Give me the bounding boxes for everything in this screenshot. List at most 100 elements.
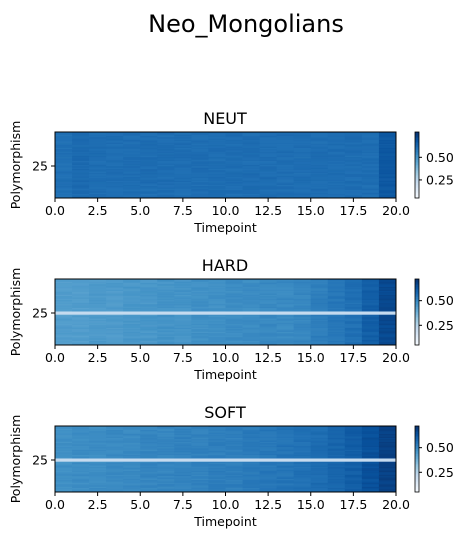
heatmap-cell [140, 145, 158, 147]
heatmap-cell [378, 335, 397, 338]
heatmap-cell [140, 480, 158, 482]
heatmap-cell [89, 153, 107, 155]
heatmap-cell [293, 469, 312, 472]
heatmap-cell [361, 183, 380, 186]
heatmap-cell [89, 338, 107, 341]
heatmap-cell [157, 484, 175, 486]
heatmap-cell [310, 157, 329, 159]
heatmap-cell [225, 282, 243, 285]
heatmap-cell [259, 338, 278, 341]
heatmap-cell [259, 426, 278, 428]
heatmap-cell [327, 284, 346, 286]
heatmap-cell [55, 469, 73, 472]
heatmap-cell [276, 194, 295, 196]
heatmap-cell [191, 317, 209, 319]
heatmap-cell [242, 143, 260, 146]
heatmap-cell [259, 464, 278, 466]
heatmap-cell [208, 142, 226, 145]
heatmap-cell [242, 297, 260, 300]
heatmap-cell [123, 293, 141, 296]
heatmap-cell [327, 149, 346, 151]
heatmap-cell [72, 167, 90, 170]
heatmap-cell [293, 441, 312, 444]
heatmap-cell [106, 180, 124, 183]
heatmap-cell [72, 331, 90, 334]
colorbar-segment [415, 454, 419, 456]
heatmap-cell [55, 445, 73, 448]
heatmap-cell [378, 441, 397, 444]
heatmap-cell [89, 187, 107, 190]
heatmap-cell [327, 170, 346, 172]
heatmap-cell [378, 143, 397, 146]
x-tick-label: 0.0 [45, 203, 65, 218]
heatmap-cell [225, 330, 243, 333]
heatmap-cell [327, 486, 346, 489]
heatmap-cell [259, 486, 278, 489]
heatmap-cell [72, 428, 90, 431]
heatmap-cell [327, 319, 346, 322]
heatmap-cell [344, 327, 363, 330]
heatmap-cell [361, 333, 380, 335]
heatmap-cell [72, 174, 90, 176]
colorbar: 0.250.50 [414, 131, 454, 199]
heatmap-cell [276, 484, 295, 486]
heatmap-cell [225, 449, 243, 452]
heatmap-cell [55, 476, 73, 478]
heatmap-cell [344, 474, 363, 477]
heatmap-cell [55, 141, 73, 143]
heatmap-cell [72, 451, 90, 453]
heatmap-cell [361, 342, 380, 345]
colorbar-segment [415, 293, 419, 296]
heatmap-cell [157, 306, 175, 309]
heatmap-cell [55, 151, 73, 154]
heatmap-cell [327, 472, 346, 474]
heatmap-cell [191, 153, 209, 155]
heatmap-cell [225, 444, 243, 447]
heatmap-cell [293, 447, 312, 449]
heatmap-cell [208, 429, 226, 432]
heatmap-cell [89, 301, 107, 304]
heatmap-cell [72, 176, 90, 179]
heatmap-cell [344, 456, 363, 459]
heatmap-cell [259, 289, 278, 292]
heatmap-cell [361, 481, 380, 484]
heatmap-cell [344, 331, 363, 334]
heatmap-cell [242, 150, 260, 153]
heatmap-cell [72, 318, 90, 321]
heatmap-cell [72, 337, 90, 339]
heatmap-cell [225, 302, 243, 305]
heatmap-cell [293, 187, 312, 190]
heatmap-cell [55, 333, 73, 335]
heatmap-cell [310, 142, 329, 145]
heatmap-cell [242, 180, 260, 183]
heatmap-cell [191, 184, 209, 187]
heatmap-cell [378, 138, 397, 141]
heatmap-cell [225, 327, 243, 330]
heatmap-cell [55, 449, 73, 452]
heatmap-cell [225, 153, 243, 155]
heatmap-cell [242, 325, 260, 327]
heatmap-cell [174, 488, 192, 490]
heatmap-cell [174, 300, 192, 302]
heatmap-cell [225, 476, 243, 478]
heatmap-cell [378, 308, 397, 310]
heatmap-cell [55, 473, 73, 476]
heatmap-cell [89, 325, 107, 327]
heatmap-cell [259, 135, 278, 138]
heatmap-cell [89, 464, 107, 466]
heatmap-cell [174, 162, 192, 165]
heatmap-cell [293, 286, 312, 289]
heatmap-cell [106, 190, 124, 192]
heatmap-cell [89, 141, 107, 143]
heatmap-cell [276, 326, 295, 329]
heatmap-cell [242, 468, 260, 470]
heatmap-cell [55, 433, 73, 436]
heatmap-cell [123, 437, 141, 440]
heatmap-cell [89, 171, 107, 174]
heatmap-cell [157, 453, 175, 456]
heatmap-cell [174, 179, 192, 182]
heatmap-cell [140, 338, 158, 341]
heatmap-cell [378, 186, 397, 188]
heatmap-cell [191, 289, 209, 292]
colorbar-segment [415, 326, 419, 329]
